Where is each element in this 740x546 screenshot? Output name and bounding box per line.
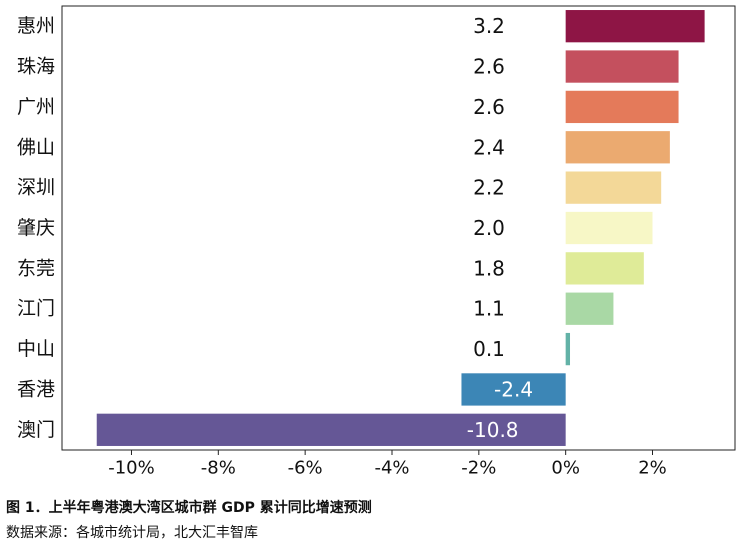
x-tick-label: 0% bbox=[551, 458, 580, 479]
x-tick-label: -4% bbox=[374, 458, 409, 479]
value-labels-group: 3.2 2.6 2.6 2.4 2.2 2.0 1.8 1.1 0.1 -2.4 -10.8 bbox=[467, 14, 533, 442]
value-label: 2.4 bbox=[473, 135, 505, 159]
value-label: 3.2 bbox=[473, 14, 505, 38]
category-label: 香港 bbox=[17, 378, 55, 400]
x-tick-label: 2% bbox=[638, 458, 667, 479]
value-label: 1.1 bbox=[473, 297, 505, 321]
bar bbox=[565, 10, 705, 43]
category-label: 珠海 bbox=[17, 56, 55, 78]
bars-group bbox=[96, 10, 705, 446]
category-label: 佛山 bbox=[17, 136, 55, 158]
x-tick-label: -2% bbox=[461, 458, 496, 479]
x-tick-label: -8% bbox=[201, 458, 236, 479]
bar bbox=[461, 373, 566, 406]
category-label: 深圳 bbox=[17, 177, 55, 199]
category-label: 中山 bbox=[17, 338, 55, 360]
value-label: 2.6 bbox=[473, 55, 505, 79]
category-label: 东莞 bbox=[17, 257, 55, 279]
data-source-note: 数据来源：各城市统计局，北大汇丰智库 bbox=[6, 525, 258, 541]
bar bbox=[565, 211, 653, 245]
value-label: 2.0 bbox=[473, 216, 505, 240]
plot-frame bbox=[61, 5, 736, 451]
value-label: -2.4 bbox=[494, 377, 533, 401]
value-label: -10.8 bbox=[467, 418, 519, 442]
bar-chart: 3.2 2.6 2.6 2.4 2.2 2.0 1.8 1.1 0.1 -2.4 -10.8 惠州珠… bbox=[17, 5, 736, 479]
bar bbox=[565, 171, 662, 204]
bar bbox=[565, 90, 679, 124]
bar bbox=[565, 292, 614, 325]
value-label: 1.8 bbox=[473, 256, 505, 280]
category-label: 肇庆 bbox=[17, 217, 55, 239]
value-label: 2.2 bbox=[473, 176, 505, 200]
bar bbox=[565, 131, 670, 164]
x-tick-label: -10% bbox=[108, 458, 155, 479]
bar bbox=[565, 252, 644, 285]
value-label: 2.6 bbox=[473, 95, 505, 119]
category-label: 江门 bbox=[17, 298, 55, 320]
category-label: 澳门 bbox=[17, 419, 55, 441]
figure-caption: 图 1．上半年粤港澳大湾区城市群 GDP 累计同比增速预测 bbox=[6, 500, 372, 516]
category-label: 广州 bbox=[17, 96, 55, 118]
value-label: 0.1 bbox=[473, 337, 505, 361]
bar bbox=[565, 50, 679, 83]
category-label: 惠州 bbox=[17, 15, 55, 37]
bar bbox=[565, 332, 571, 366]
x-tick-label: -6% bbox=[288, 458, 323, 479]
x-ticks-group: -10% -8% -6% -4% -2% 0% 2% bbox=[108, 450, 667, 479]
bar bbox=[96, 413, 566, 446]
